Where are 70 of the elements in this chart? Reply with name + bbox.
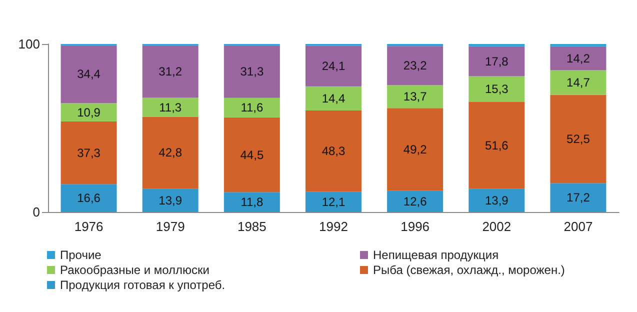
data-label: 14,7: [566, 76, 590, 90]
data-label: 48,3: [322, 144, 346, 158]
data-label: 14,4: [322, 91, 346, 106]
legend-label: Продукция готовая к употреб.: [60, 278, 226, 292]
bar: [306, 110, 362, 192]
x-tick-label: 2002: [482, 219, 512, 234]
bar: [306, 86, 362, 111]
legend-label: Ракообразные и моллюски: [60, 263, 210, 277]
bar: [468, 76, 525, 102]
bar: [60, 45, 117, 104]
bar: [60, 103, 117, 122]
bar: [224, 98, 280, 118]
x-tick-label: 1979: [156, 219, 185, 234]
x-tick-label: 1996: [400, 219, 430, 234]
data-label: 37,3: [77, 146, 101, 160]
bar: [387, 85, 444, 108]
bar: [468, 188, 525, 212]
bar: [142, 116, 198, 189]
data-label: 31,3: [240, 64, 264, 79]
data-label: 49,2: [403, 142, 428, 157]
data-label: 11,8: [240, 195, 264, 210]
bar: [142, 98, 198, 117]
bar: [387, 190, 444, 212]
data-label: 13,7: [403, 90, 428, 104]
bar: [142, 188, 198, 212]
y-tick-label: 100: [18, 36, 40, 52]
data-label: 16,6: [77, 191, 101, 206]
y-tick-label: 0: [32, 204, 40, 220]
data-label: 13,9: [484, 193, 509, 208]
data-label: 15,3: [484, 82, 509, 96]
data-label: 24,1: [322, 59, 346, 74]
data-label: 23,2: [403, 58, 428, 73]
bar: [306, 192, 362, 212]
data-label: 52,5: [566, 132, 590, 146]
bar: [550, 70, 606, 95]
bar: [224, 192, 280, 212]
bar: [224, 117, 280, 192]
data-label: 14,2: [566, 51, 590, 66]
data-label: 13,9: [158, 193, 182, 208]
bar: [468, 102, 525, 189]
bar: [550, 94, 606, 184]
data-label: 31,2: [158, 64, 182, 79]
x-tick-label: 1985: [237, 219, 266, 234]
bar: [468, 46, 525, 76]
data-label: 17,2: [566, 190, 590, 205]
legend-label: Прочие: [60, 248, 102, 262]
bar: [142, 45, 198, 98]
bar: [224, 45, 280, 98]
data-label: 34,4: [77, 67, 101, 82]
x-tick-label: 1992: [319, 219, 348, 234]
legend-label: Непищевая продукция: [373, 248, 499, 262]
x-tick-label: 1976: [74, 219, 104, 234]
data-label: 51,6: [484, 138, 509, 152]
bar: [60, 184, 117, 212]
bar: [550, 183, 606, 212]
data-label: 12,1: [322, 194, 346, 209]
data-label: 11,3: [159, 100, 182, 114]
bar: [306, 46, 362, 86]
data-label: 12,6: [403, 194, 428, 208]
x-tick-label: 2007: [564, 219, 593, 234]
data-label: 44,5: [240, 148, 264, 162]
bar: [387, 46, 444, 86]
data-label: 10,9: [77, 105, 101, 120]
bar: [60, 121, 117, 184]
data-label: 42,8: [158, 146, 182, 160]
legend-label: Рыба (свежая, охлажд., морожен.): [373, 263, 565, 277]
bar: [550, 46, 606, 70]
data-label: 11,6: [240, 100, 264, 115]
data-label: 17,8: [484, 54, 509, 68]
bar: [387, 108, 444, 191]
